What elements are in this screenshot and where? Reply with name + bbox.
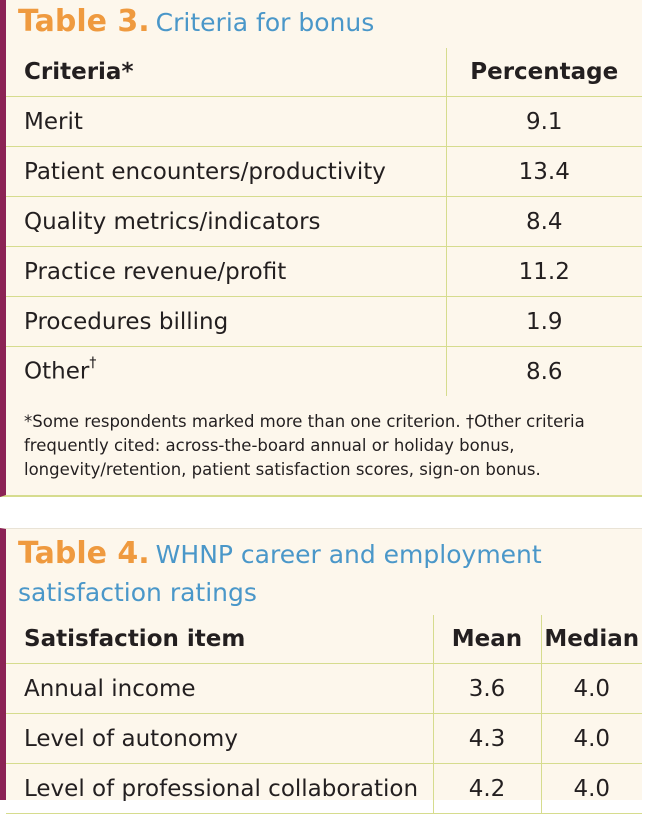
table-row: Other† 8.6 xyxy=(6,346,642,396)
dagger-mark: † xyxy=(89,355,97,372)
table-3: Criteria* Percentage Merit 9.1 Patient e… xyxy=(6,48,642,396)
table-row: Merit 9.1 xyxy=(6,96,642,147)
header-satisfaction-item: Satisfaction item xyxy=(6,615,434,664)
header-percentage: Percentage xyxy=(445,48,642,97)
cell-percentage: 11.2 xyxy=(445,246,642,297)
cell-item: Level of professional collaboration xyxy=(6,763,434,814)
header-median: Median xyxy=(540,615,642,664)
table-header-row: Criteria* Percentage xyxy=(6,48,642,97)
cell-percentage: 13.4 xyxy=(445,146,642,197)
table-row: Annual income 3.6 4.0 xyxy=(6,663,642,714)
table-row: Practice revenue/profit 11.2 xyxy=(6,246,642,297)
table-row: Level of professional collaboration 4.2 … xyxy=(6,763,642,814)
cell-criteria: Quality metrics/indicators xyxy=(6,196,447,247)
cell-percentage: 1.9 xyxy=(445,296,642,347)
header-mean: Mean xyxy=(432,615,542,664)
table-4: Satisfaction item Mean Median Annual inc… xyxy=(6,615,642,814)
cell-mean: 4.3 xyxy=(432,713,542,764)
table-row: Quality metrics/indicators 8.4 xyxy=(6,196,642,247)
cell-criteria: Merit xyxy=(6,96,447,147)
cell-median: 4.0 xyxy=(540,763,642,814)
cell-criteria: Procedures billing xyxy=(6,296,447,347)
cell-criteria: Other† xyxy=(6,346,447,396)
table-3-panel: Table 3. Criteria for bonus Criteria* Per… xyxy=(0,0,642,497)
table-4-title: Table 4. WHNP career and employment satis… xyxy=(6,529,642,612)
table-3-number: Table 3. xyxy=(18,4,150,39)
cell-criteria: Patient encounters/productivity xyxy=(6,146,447,197)
table-4-number: Table 4. xyxy=(18,536,150,571)
cell-mean: 4.2 xyxy=(432,763,542,814)
cell-percentage: 8.4 xyxy=(445,196,642,247)
table-3-title: Table 3. Criteria for bonus xyxy=(6,0,642,44)
cell-percentage: 9.1 xyxy=(445,96,642,147)
cell-item: Annual income xyxy=(6,663,434,714)
table-row: Procedures billing 1.9 xyxy=(6,296,642,347)
cell-criteria: Practice revenue/profit xyxy=(6,246,447,297)
table-row: Level of autonomy 4.3 4.0 xyxy=(6,713,642,764)
cell-mean: 3.6 xyxy=(432,663,542,714)
table-4-title-text: WHNP career and employment satisfaction … xyxy=(18,540,542,607)
table-3-title-text: Criteria for bonus xyxy=(155,8,375,37)
table-3-footnote: *Some respondents marked more than one c… xyxy=(24,412,585,479)
cell-median: 4.0 xyxy=(540,663,642,714)
table-4-panel: Table 4. WHNP career and employment satis… xyxy=(0,528,642,814)
table-header-row: Satisfaction item Mean Median xyxy=(6,615,642,664)
cell-median: 4.0 xyxy=(540,713,642,764)
table-row: Patient encounters/productivity 13.4 xyxy=(6,146,642,197)
cell-percentage: 8.6 xyxy=(445,346,642,396)
cell-item: Level of autonomy xyxy=(6,713,434,764)
header-criteria: Criteria* xyxy=(6,48,447,97)
cell-criteria-text: Other xyxy=(24,358,90,385)
